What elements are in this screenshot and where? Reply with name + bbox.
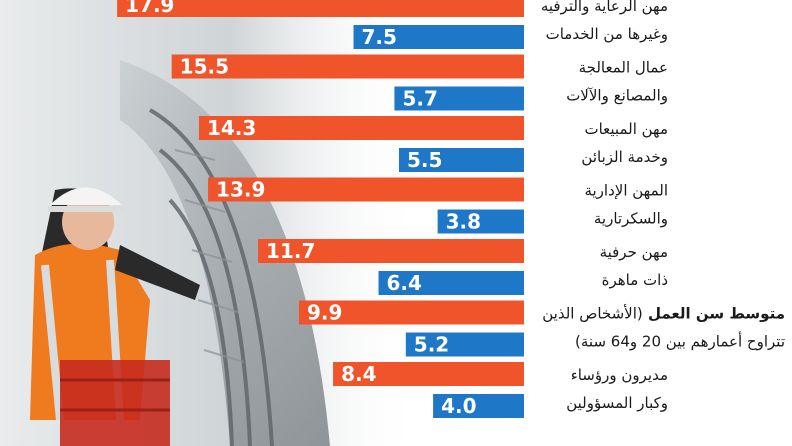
bar-series-1-row-5 [258, 239, 524, 263]
bar-value-label: 5.2 [414, 333, 449, 357]
bar-series-2-row-4 [437, 209, 524, 234]
category-label-line-2: وكبار المسؤولين [566, 394, 668, 412]
category-label: مهن حرفية [600, 243, 668, 261]
bar-value-label: 9.9 [307, 301, 342, 325]
bar-value-label: 5.5 [407, 148, 442, 172]
bar-value-label: 15.5 [180, 55, 229, 79]
category-label-line-2: والمصانع والآلات [566, 87, 668, 105]
bar-series-1-row-7 [333, 362, 524, 386]
category-label: المهن الإدارية [584, 182, 668, 200]
bar-value-label: 17.9 [125, 0, 174, 17]
bar-value-label: 4.0 [441, 394, 476, 418]
bar-value-label: 11.7 [266, 239, 315, 263]
bar-value-label: 7.5 [362, 25, 397, 49]
bar-value-label: 14.3 [207, 116, 256, 140]
category-label: عمال المعالجة [579, 59, 668, 77]
bar-value-label: 8.4 [341, 362, 376, 386]
bar-series-2-row-2 [394, 86, 524, 111]
bar-value-label: 3.8 [446, 210, 481, 234]
category-label: مهن الرعاية والترفيه [541, 0, 668, 15]
category-label-line-2: والسكرتارية [594, 210, 668, 228]
category-label-line-2: تتراوح أعمارهم بين 20 و64 سنة) [575, 332, 785, 351]
bar-series-2-row-5 [378, 271, 524, 295]
bar-value-label: 13.9 [216, 178, 265, 202]
bar-series-1-row-3 [198, 116, 524, 140]
bar-series-2-row-6 [405, 332, 524, 357]
bar-series-2-row-3 [398, 148, 524, 172]
bar-series-1-row-4 [208, 177, 525, 202]
category-label: مديرون ورؤساء [571, 366, 668, 384]
bar-value-label: 6.4 [387, 271, 422, 295]
bar-value-label: 5.7 [402, 87, 437, 111]
bar-series-2-row-7 [433, 394, 524, 418]
category-label: متوسط سن العمل (الأشخاص الذين [542, 304, 785, 323]
category-label: مهن المبيعات [584, 120, 668, 138]
category-label-line-2: ذات ماهرة [602, 271, 668, 289]
bar-series-1-row-1 [117, 0, 525, 17]
category-label-line-2: وغيرها من الخدمات [546, 25, 668, 43]
bar-series-2-row-1 [353, 25, 524, 49]
bar-series-1-row-2 [171, 54, 524, 79]
bar-series-1-row-6 [298, 300, 524, 325]
category-label-line-2: وخدمة الزبائن [581, 148, 668, 166]
